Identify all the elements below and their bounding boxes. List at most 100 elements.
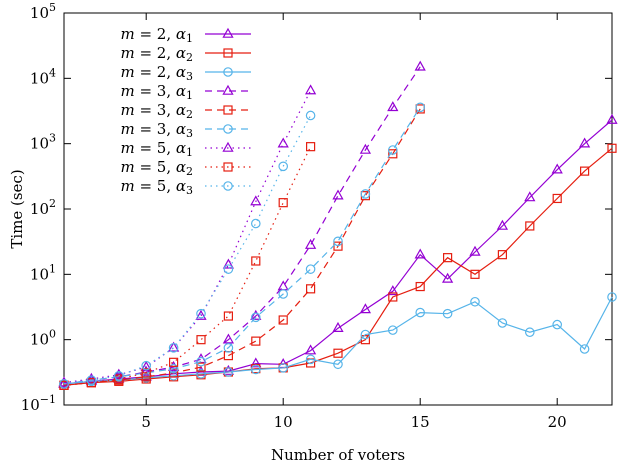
- data-point: [223, 343, 234, 353]
- data-point: [470, 296, 480, 307]
- data-point: [168, 343, 179, 353]
- data-point: [415, 281, 425, 292]
- data-point: [86, 375, 97, 385]
- data-point: [278, 289, 288, 299]
- data-point: [195, 309, 207, 320]
- series-line: [63, 90, 312, 384]
- data-point: [113, 368, 125, 379]
- data-point: [141, 360, 151, 371]
- data-point: [251, 312, 261, 323]
- data-point: [222, 258, 235, 269]
- data-point: [168, 363, 179, 374]
- y-tick-label: 103: [30, 132, 56, 153]
- series-6: [59, 102, 425, 389]
- data-point: [497, 250, 507, 260]
- data-point: [578, 137, 591, 148]
- data-point: [251, 218, 261, 229]
- data-point: [387, 145, 398, 155]
- series-line: [63, 146, 312, 386]
- data-point: [304, 238, 317, 249]
- data-point: [278, 363, 288, 373]
- data-point: [333, 359, 343, 370]
- data-point: [59, 379, 69, 389]
- data-point: [306, 142, 316, 152]
- legend-entry-label: m = 5, α2: [120, 158, 193, 178]
- data-point: [415, 307, 425, 318]
- series-3: [59, 292, 617, 389]
- data-point: [250, 357, 262, 368]
- legend-entry-label: m = 3, α2: [120, 101, 193, 121]
- x-tick-label: 20: [548, 413, 567, 431]
- data-point: [304, 84, 317, 95]
- series-5: [59, 104, 425, 390]
- data-point: [250, 309, 262, 320]
- data-point: [196, 335, 206, 345]
- data-point: [442, 308, 453, 319]
- data-point: [387, 285, 399, 296]
- data-point: [305, 354, 316, 365]
- x-tick-label: 10: [274, 413, 293, 431]
- data-point: [469, 245, 481, 256]
- data-point: [169, 357, 179, 367]
- data-point: [552, 193, 562, 204]
- legend-entry-label: m = 5, α3: [120, 177, 193, 197]
- series-7: [58, 84, 317, 387]
- data-point: [114, 370, 124, 381]
- data-point: [332, 189, 344, 200]
- legend-entry-marker: [223, 67, 233, 77]
- data-point: [524, 191, 536, 202]
- data-point: [414, 60, 426, 71]
- legend-entry-marker: [223, 105, 233, 115]
- x-tick-label: 15: [411, 413, 430, 431]
- data-point: [359, 143, 372, 154]
- data-point: [141, 368, 151, 378]
- data-point: [443, 253, 453, 263]
- data-point: [278, 315, 288, 325]
- x-tick-label: 5: [141, 413, 151, 431]
- legend-entry-label: m = 5, α1: [120, 139, 193, 159]
- data-point: [525, 221, 535, 231]
- legend-entry-label: m = 3, α3: [120, 120, 193, 140]
- data-point: [140, 365, 152, 376]
- data-point: [278, 198, 288, 208]
- legend-entry-marker: [223, 162, 233, 172]
- data-point: [388, 292, 398, 302]
- data-point: [167, 341, 180, 352]
- data-point: [222, 364, 235, 375]
- legend-entry-label: m = 2, α3: [120, 63, 193, 83]
- data-point: [360, 329, 371, 340]
- data-point: [278, 161, 288, 172]
- data-point: [387, 101, 399, 112]
- legend-entry-marker: [223, 181, 233, 191]
- series-line: [63, 108, 421, 386]
- legend: m = 2, α1m = 2, α2m = 2, α3m = 3, α1m = …: [120, 25, 251, 197]
- data-point: [414, 248, 426, 259]
- legend-entry-label: m = 3, α1: [120, 82, 193, 102]
- y-axis-label: Time (sec): [8, 169, 26, 248]
- series-line: [63, 115, 312, 385]
- y-tick-label: 102: [30, 197, 56, 218]
- data-point: [196, 362, 206, 372]
- series-line: [63, 119, 613, 385]
- data-point: [251, 364, 261, 375]
- series-line: [63, 296, 613, 385]
- data-point: [497, 318, 508, 328]
- data-point: [114, 374, 124, 384]
- legend-entry-marker: [223, 48, 233, 58]
- data-point: [360, 189, 371, 199]
- legend-entry-label: m = 2, α2: [120, 44, 193, 64]
- data-point: [579, 166, 590, 176]
- legend-entry-marker: [222, 141, 234, 152]
- series-layer: [58, 60, 618, 390]
- data-point: [223, 311, 233, 321]
- data-point: [251, 256, 261, 266]
- y-tick-label: 104: [30, 66, 56, 87]
- data-point: [387, 325, 398, 335]
- y-tick-label: 100: [30, 328, 56, 349]
- data-point: [304, 344, 317, 355]
- data-point: [441, 272, 454, 283]
- data-point: [305, 264, 316, 274]
- data-point: [222, 333, 235, 344]
- data-point: [551, 163, 563, 174]
- data-point: [223, 367, 234, 377]
